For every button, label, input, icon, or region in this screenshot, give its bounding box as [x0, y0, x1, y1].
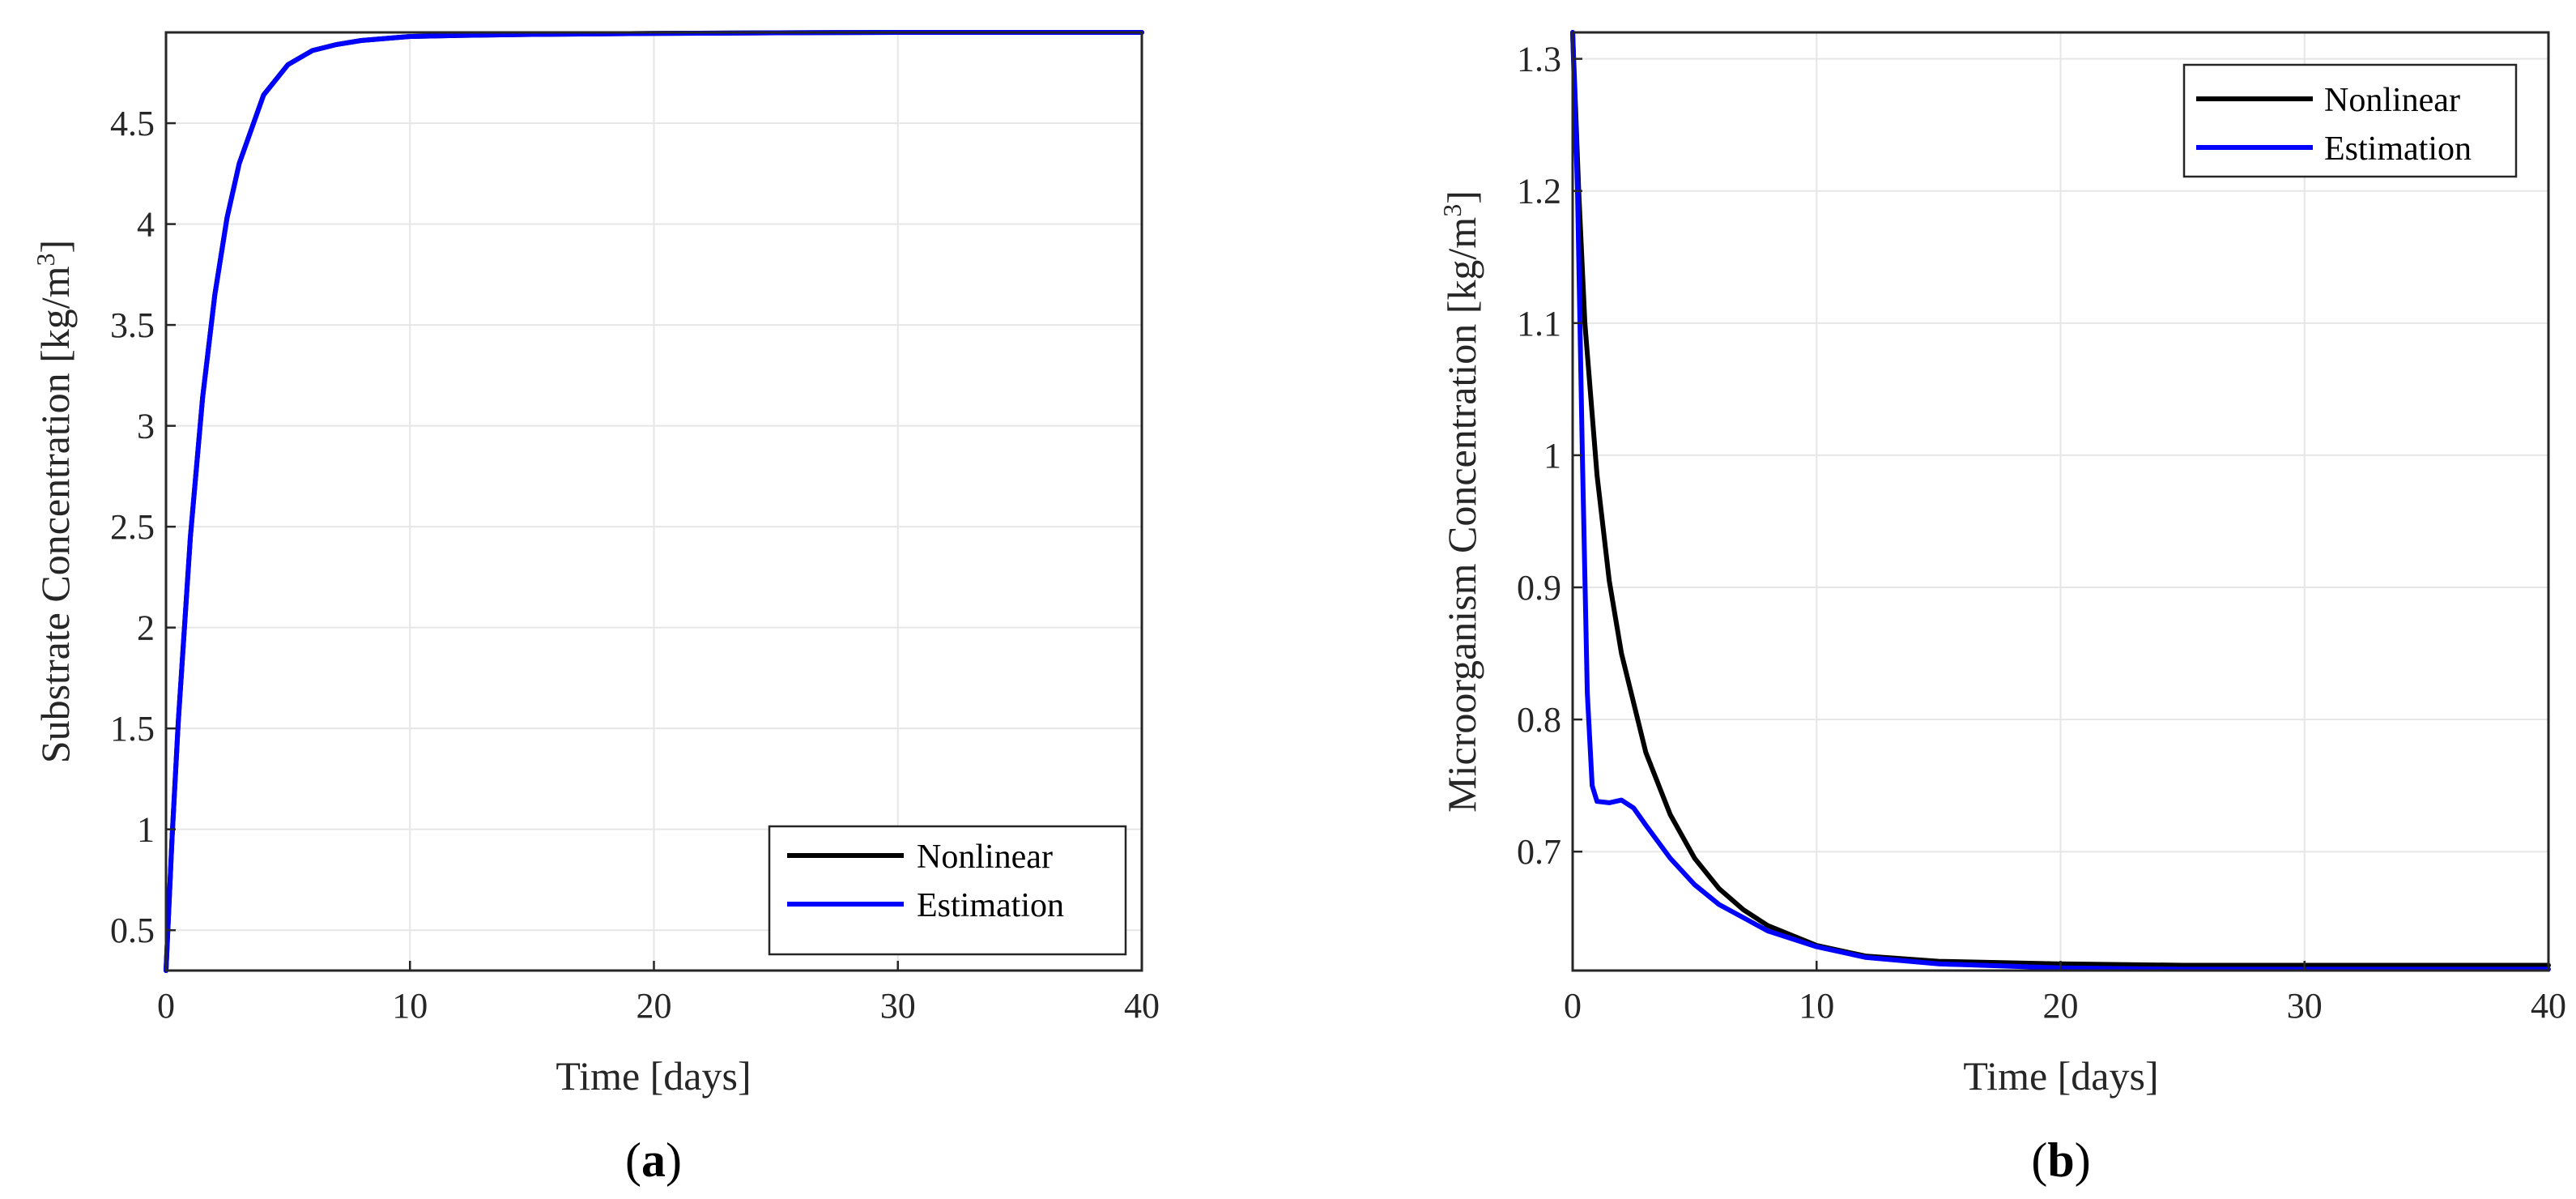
- chart-a-panel-open: (: [625, 1133, 641, 1187]
- chart-b-y-tick-label: 0.7: [1517, 832, 1561, 872]
- chart-b-panel-letter: b: [2047, 1133, 2074, 1187]
- chart-b-x-tick-label: 10: [1799, 986, 1834, 1026]
- chart-a-y-tick-label: 1.5: [110, 709, 155, 749]
- chart-b-y-tick-label: 1.3: [1517, 40, 1561, 79]
- chart-b-legend-label-nonlinear: Nonlinear: [2324, 82, 2460, 119]
- chart-a-y-tick-label: 0.5: [110, 911, 155, 950]
- chart-b-legend-box: [2182, 63, 2518, 178]
- chart-a-panel-letter: a: [641, 1133, 666, 1187]
- chart-b-y-label-end: ]: [1439, 190, 1484, 204]
- chart-b-y-label-sup: 3: [1437, 204, 1467, 217]
- chart-a-y-label-end: ]: [32, 240, 78, 254]
- chart-b-panel-label: (b): [2031, 1133, 2090, 1187]
- chart-b-x-axis-label: Time [days]: [1963, 1053, 2158, 1099]
- chart-a-legend-label-estimation: Estimation: [917, 887, 1064, 924]
- chart-b-legend: Nonlinear Estimation: [2182, 63, 2518, 178]
- chart-a-y-ticks: 0.5 1 1.5 2 2.5 3 3.5 4 4.5: [110, 104, 176, 950]
- chart-a-x-tick-label: 20: [637, 986, 672, 1026]
- chart-a-legend-box: [768, 825, 1127, 956]
- chart-b: 0 10 20 30 40 0.7 0.8 0.9 1 1.1 1.2 1.3 Time [days…: [1437, 30, 2566, 1187]
- chart-a-y-tick-label: 4.5: [110, 104, 155, 143]
- chart-a-legend-label-nonlinear: Nonlinear: [917, 838, 1053, 876]
- chart-b-x-tick-label: 40: [2531, 986, 2566, 1026]
- chart-b-y-tick-label: 1.2: [1517, 172, 1561, 211]
- chart-b-panel-close: ): [2075, 1133, 2091, 1187]
- chart-b-x-ticks: 0 10 20 30 40: [1564, 961, 2566, 1026]
- chart-b-series-layer: [1570, 30, 2551, 972]
- chart-a-legend: Nonlinear Estimation: [768, 825, 1127, 956]
- chart-b-x-tick-label: 0: [1564, 986, 1582, 1026]
- chart-a-y-tick-label: 2.5: [110, 507, 155, 547]
- chart-a-y-label-main: Substrate Concentration [kg/m: [32, 266, 78, 763]
- chart-a-x-tick-label: 0: [157, 986, 175, 1026]
- chart-a-x-tick-label: 10: [392, 986, 428, 1026]
- chart-a-x-tick-label: 30: [880, 986, 916, 1026]
- chart-b-series-nonlinear: [1570, 30, 2551, 968]
- chart-a-x-tick-label: 40: [1124, 986, 1160, 1026]
- chart-a-y-label-sup: 3: [31, 253, 60, 266]
- chart-a-y-tick-label: 3: [137, 407, 155, 446]
- chart-a: 0 10 20 30 40 0.5 1 1.5 2 2.5 3 3.5 4 4.5 Time [days…: [31, 30, 1160, 1187]
- chart-b-y-tick-label: 1.1: [1517, 304, 1561, 343]
- chart-a-panel-close: ): [666, 1133, 682, 1187]
- chart-b-y-tick-label: 0.9: [1517, 568, 1561, 608]
- chart-b-panel-open: (: [2031, 1133, 2047, 1187]
- chart-a-y-tick-label: 3.5: [110, 305, 155, 345]
- chart-b-series-estimation: [1570, 30, 2551, 972]
- chart-b-y-ticks: 0.7 0.8 0.9 1 1.1 1.2 1.3: [1517, 40, 1582, 872]
- chart-a-y-tick-label: 2: [137, 608, 155, 648]
- chart-a-y-tick-label: 1: [137, 810, 155, 850]
- chart-a-y-tick-label: 4: [137, 205, 155, 245]
- chart-b-legend-label-estimation: Estimation: [2324, 130, 2472, 168]
- chart-b-y-tick-label: 0.8: [1517, 700, 1561, 740]
- chart-b-y-tick-label: 1: [1543, 436, 1561, 476]
- chart-a-x-axis-label: Time [days]: [556, 1053, 751, 1099]
- chart-b-x-tick-label: 20: [2043, 986, 2079, 1026]
- chart-b-y-label-main: Microorganism Concentration [kg/m: [1439, 217, 1484, 813]
- chart-b-y-axis-label: Microorganism Concentration [kg/m3]: [1437, 190, 1484, 813]
- chart-b-x-tick-label: 30: [2287, 986, 2323, 1026]
- chart-a-panel-label: (a): [625, 1133, 682, 1187]
- chart-a-x-ticks: 0 10 20 30 40: [157, 961, 1160, 1026]
- chart-a-y-axis-label: Substrate Concentration [kg/m3]: [31, 240, 78, 763]
